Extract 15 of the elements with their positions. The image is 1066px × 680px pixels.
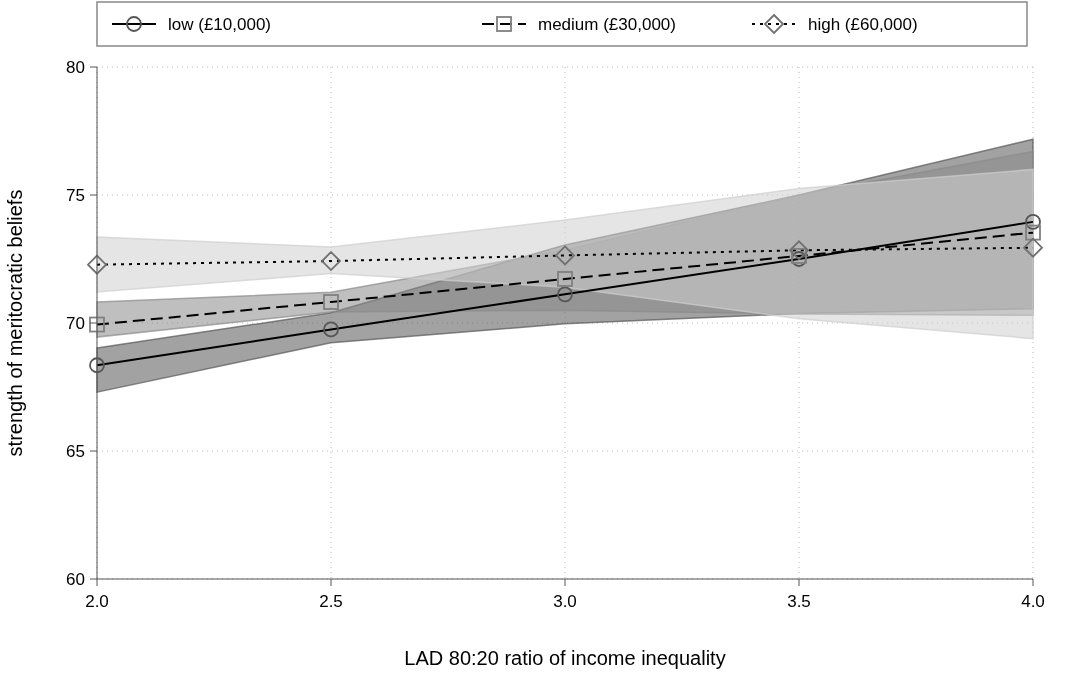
x-axis-title: LAD 80:20 ratio of income inequality [404,647,726,669]
y-tick-label: 80 [66,57,85,77]
y-tick-label: 75 [66,185,85,205]
x-tick-label: 2.5 [319,592,343,611]
x-tick-label: 3.0 [553,592,577,611]
legend-label: low (£10,000) [168,14,272,34]
y-tick-label: 65 [66,441,85,461]
legend-label: high (£60,000) [808,14,918,34]
y-axis-title: strength of meritocratic beliefs [4,189,26,457]
x-tick-label: 2.0 [85,592,109,611]
legend-label: medium (£30,000) [538,14,676,34]
y-tick-label: 60 [66,569,85,589]
y-tick-label: 70 [66,313,85,333]
x-tick-label: 4.0 [1021,592,1045,611]
x-tick-label: 3.5 [787,592,811,611]
